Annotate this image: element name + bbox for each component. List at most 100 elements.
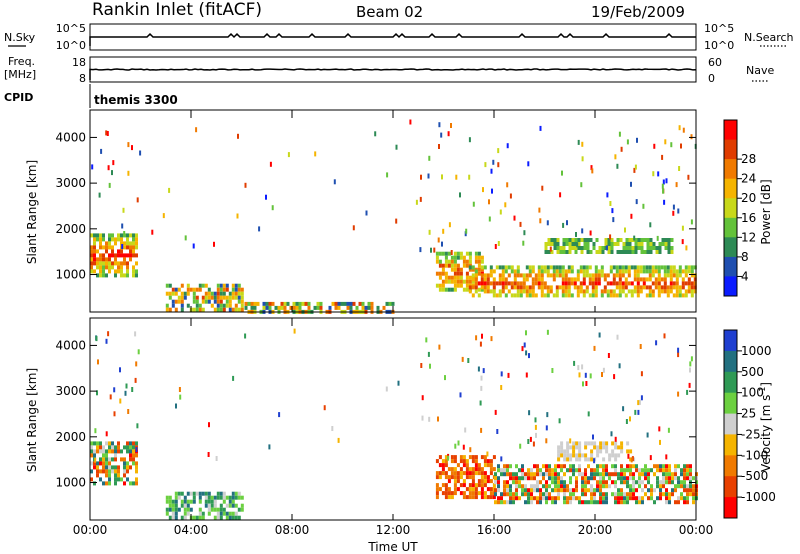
power-cell (564, 285, 568, 290)
power-cell (669, 265, 673, 270)
power-cell (123, 231, 126, 236)
velocity-cell (563, 488, 566, 493)
velocity-cell (590, 500, 593, 505)
velocity-cell (614, 464, 617, 469)
velocity-cell (521, 464, 524, 469)
power-cell (180, 291, 184, 296)
velocity-cell (572, 472, 575, 477)
velocity-cell (207, 511, 211, 516)
velocity-cell (558, 418, 561, 424)
power-cell (616, 238, 620, 242)
velocity-cell (135, 481, 138, 486)
power-cell (606, 273, 610, 278)
velocity-cell (207, 503, 211, 508)
power-cell (588, 281, 592, 286)
velocity-cell (623, 480, 626, 485)
power-cell (528, 265, 532, 270)
power-cell (588, 265, 592, 270)
power-cell (631, 238, 635, 242)
velocity-cell (671, 488, 674, 493)
power-cell (100, 148, 103, 154)
power-cell (519, 221, 522, 227)
power-cell (582, 293, 586, 298)
power-cell (565, 238, 569, 242)
velocity-cell (614, 436, 617, 442)
velocity-cell (210, 499, 214, 504)
power-cell (99, 273, 102, 278)
velocity-echoes (90, 328, 698, 520)
power-cell (510, 281, 514, 286)
velocity-cell (99, 469, 102, 474)
velocity-cell (117, 441, 120, 446)
velocity-cell (132, 441, 135, 446)
velocity-cell (468, 455, 472, 460)
velocity-cell (126, 441, 129, 446)
velocity-cell (631, 456, 634, 462)
power-cell (365, 210, 368, 216)
velocity-cell (213, 507, 217, 512)
velocity-cell (113, 411, 116, 417)
velocity-cell (96, 445, 99, 450)
velocity-cell (665, 492, 668, 497)
velocity-cell (192, 491, 196, 496)
velocity-cell (683, 488, 686, 493)
power-cell (564, 281, 568, 286)
velocity-cell (525, 372, 528, 378)
velocity-cell (135, 441, 138, 446)
velocity-cell (465, 463, 469, 468)
power-cell (528, 285, 532, 290)
power-cell (480, 277, 484, 282)
power-cell (525, 293, 529, 298)
power-cell (174, 291, 178, 296)
power-cell (102, 273, 105, 278)
velocity-cell (483, 495, 487, 500)
velocity-cell (656, 476, 659, 481)
velocity-cell (438, 344, 441, 350)
power-cell (129, 233, 132, 238)
velocity-cell (674, 476, 677, 481)
power-cell (577, 242, 581, 246)
velocity-cell (683, 476, 686, 481)
velocity-cell (596, 453, 600, 458)
velocity-cell (268, 444, 271, 450)
nsky-label: N.Sky (4, 31, 36, 44)
power-cell (540, 273, 544, 278)
velocity-cell (593, 458, 596, 464)
power-cell (645, 265, 649, 270)
power-cell (639, 269, 643, 274)
velocity-cell (584, 468, 587, 473)
power-cell (527, 161, 530, 167)
power-cell (546, 293, 550, 298)
velocity-cell (665, 476, 668, 481)
power-cell (453, 263, 457, 268)
power-cell (108, 233, 111, 238)
power-cell (652, 242, 656, 246)
power-cell (96, 233, 99, 238)
power-cell (501, 273, 505, 278)
power-cell (687, 265, 691, 270)
velocity-cell (471, 483, 475, 488)
power-cell (591, 277, 595, 282)
power-cell (653, 143, 656, 149)
velocity-cell (228, 499, 232, 504)
power-cell (664, 238, 668, 242)
power-cell (576, 277, 580, 282)
velocity-cell (471, 487, 475, 492)
power-cell (447, 259, 451, 264)
velocity-cell (453, 459, 457, 464)
power-cell (268, 305, 272, 310)
power-cell (465, 275, 469, 280)
velocity-cell (192, 515, 196, 520)
velocity-cell (457, 440, 460, 446)
velocity-cell (180, 499, 184, 504)
power-cell (637, 242, 641, 246)
velocity-cell (560, 441, 564, 446)
velocity-cell (135, 461, 138, 466)
power-cell (253, 305, 257, 310)
velocity-cell (629, 484, 632, 489)
power-cell (486, 277, 490, 282)
power-cell (126, 241, 129, 246)
velocity-cell (497, 480, 500, 485)
power-cell (168, 283, 172, 288)
power-cell (687, 277, 691, 282)
